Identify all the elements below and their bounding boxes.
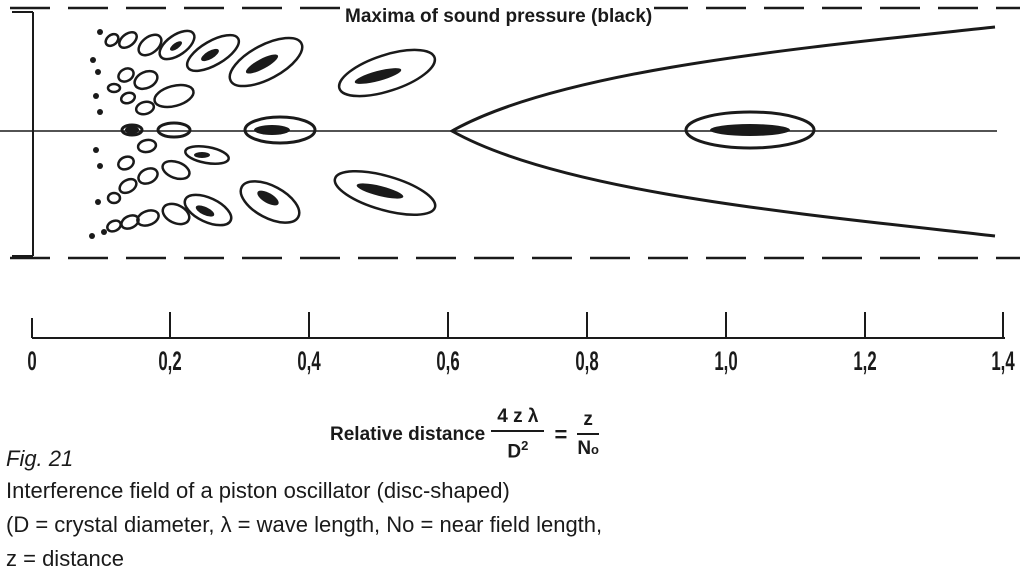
off-axis-maxima-upper-cores (90, 29, 402, 115)
distance-scale (31, 312, 1005, 339)
beam-boundary-lines (10, 6, 1020, 260)
caption-line-1: Interference field of a piston oscillato… (6, 478, 510, 503)
tick-label: 1,0 (714, 346, 738, 376)
formula-equals: = (554, 422, 568, 447)
formula-lhs-den-exponent: 2 (521, 437, 529, 453)
axis-label: Relative distance (330, 424, 486, 445)
caption-line-3: z = distance (6, 546, 125, 571)
axis-label-row: Relative distance 4 z λ D2 = z No (330, 400, 605, 470)
axial-maxima (120, 110, 816, 150)
caption-line-2: (D = crystal diameter, λ = wave length, … (6, 512, 603, 537)
tick-label: 0,8 (575, 346, 599, 376)
tick-label: 1,4 (991, 346, 1015, 376)
formula-rhs-den-base: N (577, 437, 592, 459)
formula-lhs-den-base: D (507, 441, 522, 463)
figure-number: Fig. 21 (6, 446, 74, 471)
formula-lhs-fraction: 4 z λ D2 (491, 404, 545, 466)
transducer-face (12, 11, 34, 257)
diagram-title: Maxima of sound pressure (black) (343, 6, 655, 28)
tick-label: 0,6 (436, 346, 460, 376)
formula-lhs-numerator: 4 z λ (491, 404, 545, 432)
off-axis-maxima-lower (106, 138, 437, 233)
off-axis-maxima-upper (104, 29, 437, 116)
tick-label: 0,2 (158, 346, 182, 376)
formula-rhs-denominator: No (577, 435, 599, 464)
formula-rhs-numerator: z (577, 407, 599, 435)
formula-lhs-denominator: D2 (507, 432, 528, 466)
far-field-beam-spread (448, 25, 996, 238)
formula-rhs-fraction: z No (577, 407, 599, 464)
tick-label: 0,4 (297, 346, 321, 376)
tick-label: 1,2 (853, 346, 877, 376)
formula-rhs-den-subscript: o (591, 441, 599, 457)
off-axis-maxima-lower-cores (89, 147, 404, 239)
axial-maxima-cores (125, 124, 790, 136)
tick-label: 0 (27, 346, 37, 376)
